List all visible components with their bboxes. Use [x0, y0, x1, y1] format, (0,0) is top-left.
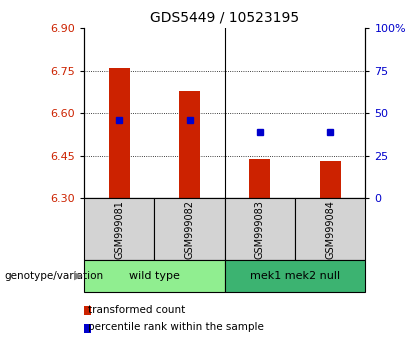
- Bar: [249, 159, 270, 198]
- Bar: [295, 198, 365, 260]
- Bar: [155, 198, 225, 260]
- Title: GDS5449 / 10523195: GDS5449 / 10523195: [150, 10, 299, 24]
- Bar: [84, 260, 225, 292]
- Text: mek1 mek2 null: mek1 mek2 null: [250, 271, 340, 281]
- Text: ▶: ▶: [74, 271, 82, 281]
- Bar: [179, 91, 200, 198]
- Bar: [320, 161, 341, 198]
- Text: wild type: wild type: [129, 271, 180, 281]
- Text: GSM999083: GSM999083: [255, 200, 265, 259]
- Text: genotype/variation: genotype/variation: [4, 271, 103, 281]
- Text: GSM999082: GSM999082: [184, 200, 194, 259]
- Text: GSM999084: GSM999084: [325, 200, 335, 259]
- Bar: [109, 68, 130, 198]
- Bar: [225, 198, 295, 260]
- Text: GSM999081: GSM999081: [114, 200, 124, 259]
- Text: transformed count: transformed count: [88, 305, 186, 315]
- Bar: [84, 198, 155, 260]
- Text: percentile rank within the sample: percentile rank within the sample: [88, 322, 264, 332]
- Bar: [225, 260, 365, 292]
